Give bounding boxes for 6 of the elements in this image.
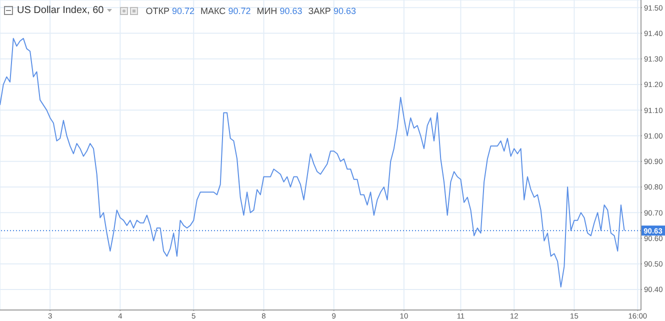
annotation: МАКС 90.72	[200, 6, 251, 16]
annotation: МИН 90.63	[256, 6, 302, 16]
text: US Dollar Index, 60	[17, 5, 104, 16]
annotation: ОТКР 90.72	[146, 6, 195, 16]
line-series	[0, 38, 625, 288]
annotation: ЗАКР 90.63	[308, 6, 356, 16]
